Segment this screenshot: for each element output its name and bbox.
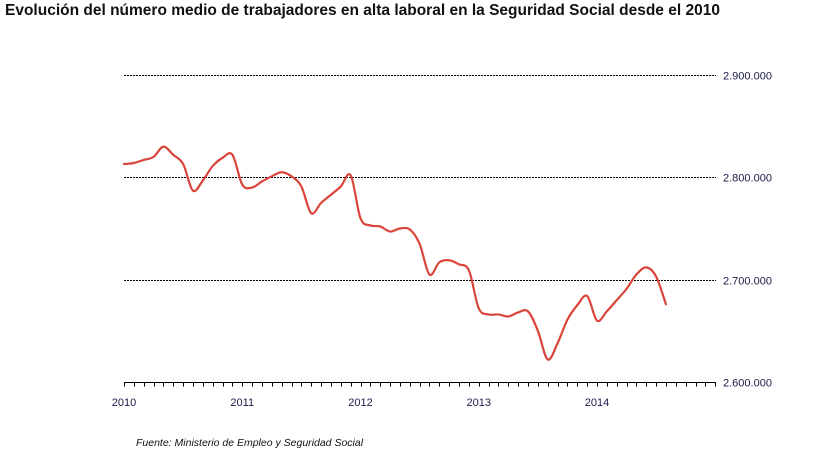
x-tick-label: 2011 <box>230 397 254 409</box>
x-tick-label: 2013 <box>467 397 491 409</box>
x-axis <box>124 382 716 387</box>
x-tick-label: 2012 <box>348 397 372 409</box>
y-tick-label: 2.800.000 <box>723 173 772 185</box>
y-tick-label: 2.700.000 <box>723 276 772 288</box>
source-note: Fuente: Ministerio de Empleo y Seguridad… <box>136 437 364 449</box>
y-tick-label: 2.600.000 <box>723 378 772 390</box>
series-layer <box>122 145 668 361</box>
y-tick-label: 2.900.000 <box>723 71 772 83</box>
gridlines <box>124 75 716 281</box>
series-line-0 <box>122 145 668 361</box>
chart-title: Evolución del número medio de trabajador… <box>5 2 720 19</box>
x-tick-label: 2014 <box>585 397 609 409</box>
x-axis-labels: 2010 2011 2012 2013 2014 <box>112 397 609 409</box>
x-tick-label: 2010 <box>112 397 136 409</box>
y-axis-labels: 2.600.000 2.700.000 2.800.000 2.900.000 <box>723 71 772 390</box>
